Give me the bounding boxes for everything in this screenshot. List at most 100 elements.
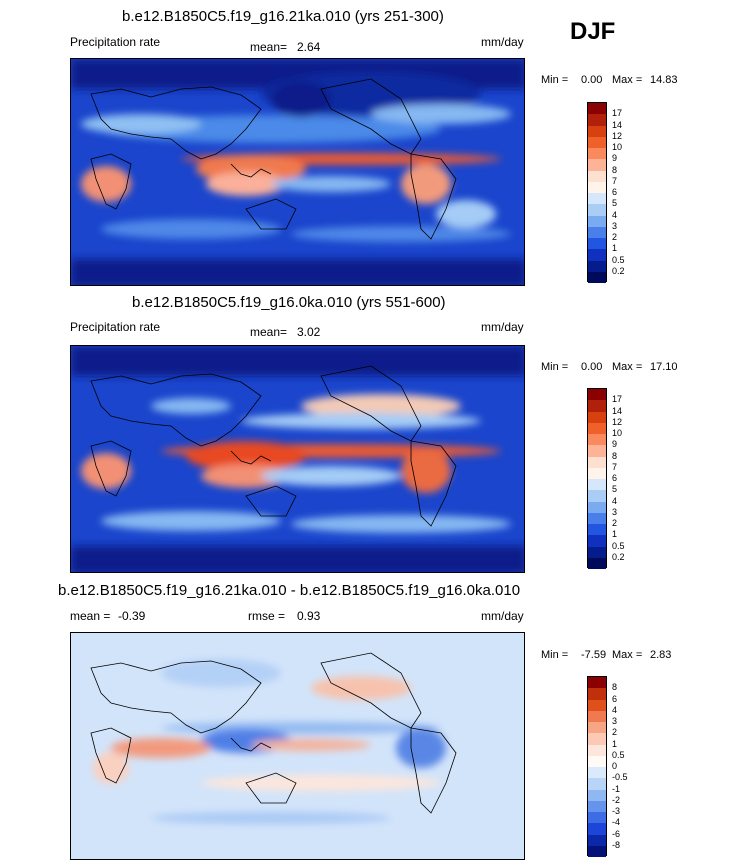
panel3-max-label: Max = <box>612 649 643 661</box>
colorbar-swatch <box>588 445 606 457</box>
colorbar-swatch <box>588 546 606 558</box>
panel3-mean-value: -0.39 <box>118 609 146 623</box>
colorbar-tick-label: 1 <box>612 529 618 540</box>
panel3-min-value: -7.59 <box>581 649 607 661</box>
season-label: DJF <box>570 18 616 45</box>
colorbar-tick-label: 4 <box>612 209 618 220</box>
colorbar-swatch <box>588 159 606 171</box>
colorbar-swatch <box>588 125 606 137</box>
colorbar-tick-label: 2 <box>612 518 618 528</box>
colorbar-tick-label: 9 <box>612 153 618 164</box>
colorbar-tick-label: 8 <box>612 682 618 693</box>
panel1-max-label: Max = <box>612 74 643 86</box>
panel3-rmse-label: rmse = <box>248 609 286 623</box>
colorbar-swatch <box>588 677 606 689</box>
colorbar-swatch <box>588 744 606 756</box>
colorbar-tick-label: 2 <box>612 232 618 242</box>
colorbar-swatch <box>588 148 606 160</box>
colorbar-tick-label: 12 <box>612 130 623 141</box>
colorbar-tick-label: 0.5 <box>612 540 625 551</box>
colorbar-swatch <box>588 535 606 547</box>
colorbar-swatch <box>588 238 606 250</box>
colorbar-tick-label: 0.2 <box>612 551 625 562</box>
colorbar-swatch <box>588 834 606 846</box>
panel2-mean-label: mean= <box>250 325 288 339</box>
panel1-variable-label: Precipitation rate <box>70 35 161 49</box>
colorbar-tick-label: 7 <box>612 461 618 472</box>
colorbar-tick-label: 3 <box>612 506 618 517</box>
colorbar-swatch <box>588 479 606 491</box>
colorbar-tick-label: -8 <box>612 839 621 850</box>
colorbar-swatch <box>588 271 606 283</box>
colorbar-swatch <box>588 400 606 412</box>
colorbar-swatch <box>588 778 606 790</box>
colorbar-tick-label: 8 <box>612 164 618 175</box>
colorbar-swatch <box>588 422 606 434</box>
colorbar-swatch <box>588 389 606 401</box>
colorbar-swatch <box>588 136 606 148</box>
colorbar-tick-label: 14 <box>612 405 623 416</box>
colorbar-tick-label: 0.5 <box>612 254 625 265</box>
colorbar-swatch <box>588 103 606 115</box>
panel2-max-value: 17.10 <box>650 361 678 373</box>
panel3-title: b.e12.B1850C5.f19_g16.21ka.010 - b.e12.B… <box>58 582 521 599</box>
colorbar-tick-label: 10 <box>612 428 623 438</box>
panel3-max-value: 2.83 <box>650 649 672 661</box>
colorbar-swatch <box>588 699 606 711</box>
colorbar-tick-label: -2 <box>612 794 621 805</box>
panel1-mean-label: mean= <box>250 40 288 54</box>
colorbar-swatch <box>588 114 606 126</box>
panel2-map <box>70 345 525 573</box>
colorbar-tick-label: 0.2 <box>612 265 625 276</box>
panel1-mean-value: 2.64 <box>297 40 321 54</box>
panel3-colorbar <box>587 676 607 857</box>
colorbar-swatch <box>588 557 606 569</box>
colorbar-swatch <box>588 688 606 700</box>
colorbar-swatch <box>588 226 606 238</box>
colorbar-tick-label: 17 <box>612 394 623 405</box>
panel2-mean-value: 3.02 <box>297 325 321 339</box>
colorbar-swatch <box>588 789 606 801</box>
panel2-title: b.e12.B1850C5.f19_g16.0ka.010 (yrs 551-6… <box>132 294 446 311</box>
colorbar-swatch <box>588 181 606 193</box>
colorbar-tick-label: -1 <box>612 783 621 794</box>
colorbar-tick-label: -0.5 <box>612 772 628 783</box>
colorbar-swatch <box>588 823 606 835</box>
colorbar-swatch <box>588 800 606 812</box>
colorbar-tick-label: 7 <box>612 175 618 186</box>
panel2-max-label: Max = <box>612 361 643 373</box>
colorbar-tick-label: 5 <box>612 484 618 495</box>
colorbar-swatch <box>588 524 606 536</box>
panel1-colorbar <box>587 102 607 283</box>
panel2-variable-label: Precipitation rate <box>70 320 161 334</box>
colorbar-tick-label: 0.5 <box>612 749 625 760</box>
colorbar-tick-label: 6 <box>612 473 618 483</box>
colorbar-tick-label: 6 <box>612 187 618 197</box>
colorbar-swatch <box>588 710 606 722</box>
colorbar-tick-label: 1 <box>612 738 618 749</box>
colorbar-swatch <box>588 215 606 227</box>
colorbar-tick-label: -4 <box>612 817 621 828</box>
colorbar-tick-label: -6 <box>612 828 621 839</box>
colorbar-swatch <box>588 812 606 824</box>
panel1-max-value: 14.83 <box>650 74 678 86</box>
colorbar-swatch <box>588 733 606 745</box>
colorbar-swatch <box>588 467 606 479</box>
colorbar-swatch <box>588 260 606 272</box>
colorbar-swatch <box>588 434 606 446</box>
colorbar-tick-label: 12 <box>612 416 623 427</box>
colorbar-tick-label: 3 <box>612 220 618 231</box>
panel1-title: b.e12.B1850C5.f19_g16.21ka.010 (yrs 251-… <box>122 8 444 25</box>
colorbar-tick-label: 4 <box>612 704 618 715</box>
colorbar-swatch <box>588 170 606 182</box>
colorbar-tick-label: 2 <box>612 727 618 738</box>
colorbar-tick-label: 0 <box>612 761 618 771</box>
colorbar-swatch <box>588 456 606 468</box>
colorbar-tick-label: 4 <box>612 495 618 506</box>
panel2-min-label: Min = <box>541 361 569 373</box>
colorbar-tick-label: 5 <box>612 198 618 209</box>
panel3-rmse-value: 0.93 <box>297 609 321 623</box>
colorbar-swatch <box>588 501 606 513</box>
panel1-units: mm/day <box>481 35 524 49</box>
panel2-units: mm/day <box>481 320 524 334</box>
